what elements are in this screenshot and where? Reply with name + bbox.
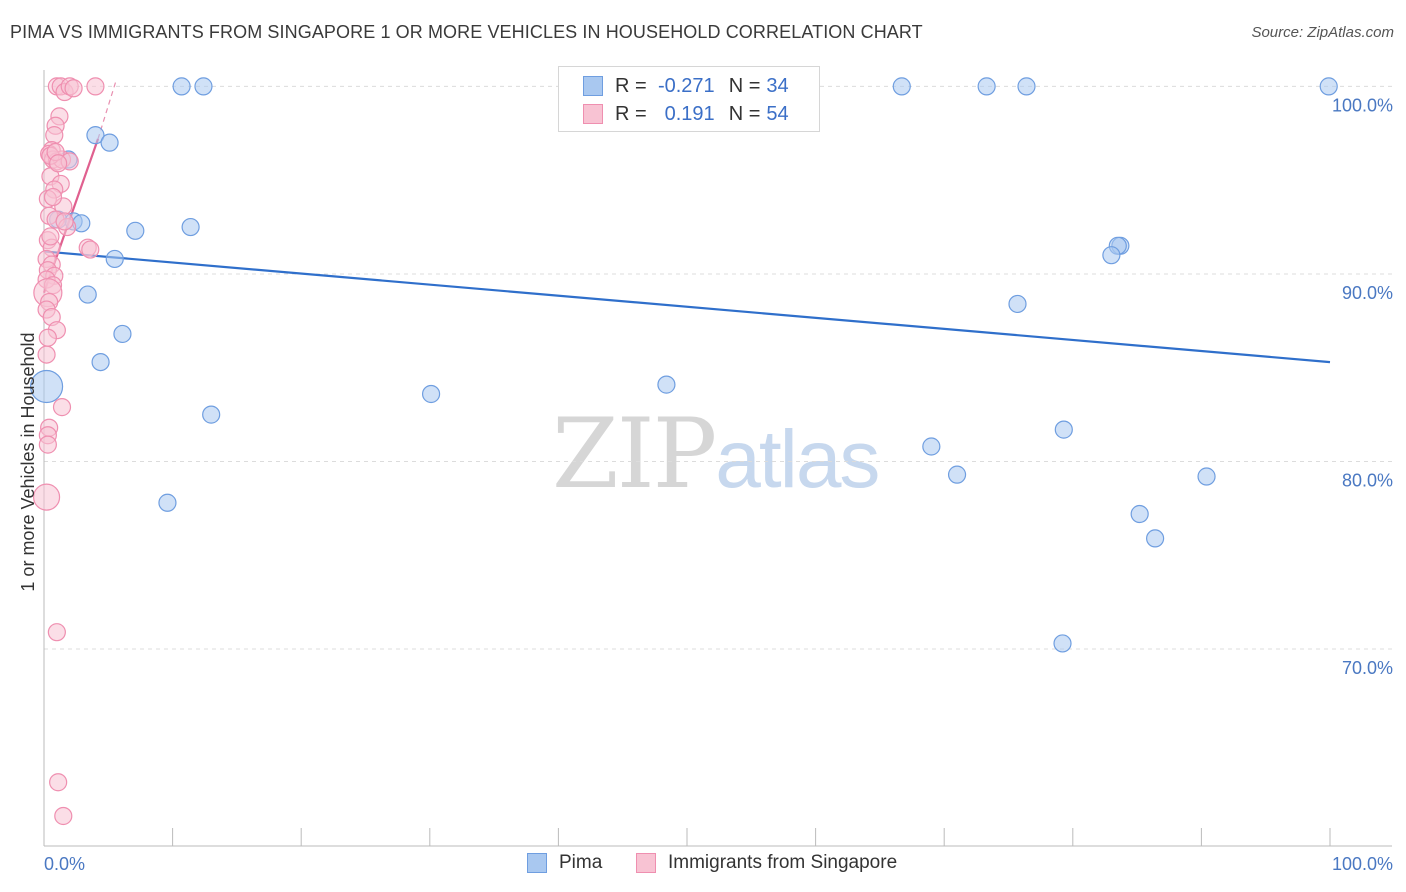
singapore-point <box>38 435 57 454</box>
pima-point <box>657 375 676 394</box>
pima-point <box>91 352 110 372</box>
y-tick-label: 70.0% <box>1342 658 1393 678</box>
pima-point <box>126 221 145 240</box>
axes <box>43 70 1392 847</box>
watermark-atlas: atlas <box>715 414 880 505</box>
y-axis-label: 1 or more Vehicles in Household <box>18 332 38 591</box>
singapore-point <box>38 328 57 347</box>
singapore-point <box>49 773 68 792</box>
axis-labels: 100.0% 90.0% 80.0% 70.0% 0.0% 100.0% 1 or more… <box>18 95 1393 874</box>
x-tick-label-min: 0.0% <box>44 854 85 874</box>
watermark-zip: ZIP <box>552 398 717 510</box>
pima-point <box>181 217 200 237</box>
y-tick-label: 100.0% <box>1332 95 1393 115</box>
pima-point <box>421 384 441 404</box>
legend-r-label: R = <box>615 74 647 97</box>
y-tick-label: 80.0% <box>1342 471 1393 491</box>
pima-point <box>1102 246 1121 265</box>
pima-point <box>158 493 177 512</box>
pima-legend-swatch <box>527 853 547 873</box>
source-label: Source: ZipAtlas.com <box>1251 24 1394 41</box>
legend-row-pima: R = -0.271 N = 34 <box>583 73 789 99</box>
pima-point <box>892 77 911 96</box>
watermark: ZIPatlas <box>552 398 880 510</box>
singapore-point <box>64 79 83 98</box>
pima-point <box>1053 634 1072 653</box>
pima-trend-line <box>43 250 1331 364</box>
pima-swatch <box>583 76 603 96</box>
pima-point <box>194 77 213 96</box>
singapore-point <box>52 398 72 417</box>
pima-point <box>29 369 64 404</box>
singapore-point <box>37 345 56 364</box>
pima-point <box>1130 504 1149 524</box>
pima-point <box>977 77 996 96</box>
pima-point <box>1319 77 1338 96</box>
legend-n-label: N = <box>728 102 761 125</box>
legend-n-value: 54 <box>766 102 789 125</box>
singapore-point <box>55 212 74 231</box>
pima-point <box>172 77 191 96</box>
singapore-swatch <box>583 104 603 124</box>
legend-item-singapore: Immigrants from Singapore <box>636 852 897 874</box>
singapore-point <box>54 806 73 826</box>
correlation-legend: R = -0.271 N = 34 R = 0.191 N = 54 <box>558 66 820 132</box>
pima-point <box>1008 294 1027 314</box>
pima-point <box>113 324 132 344</box>
singapore-point <box>41 227 60 246</box>
singapore-point <box>47 623 66 642</box>
gridlines <box>44 85 1392 650</box>
pima-point <box>1054 420 1073 439</box>
legend-r-value: 0.191 <box>664 102 715 125</box>
legend-item-pima: Pima <box>527 852 602 874</box>
legend-row-singapore: R = 0.191 N = 54 <box>583 101 789 127</box>
singapore-point <box>86 77 105 96</box>
singapore-legend-swatch <box>636 853 656 873</box>
pima-point <box>202 405 221 424</box>
singapore-point <box>49 154 68 173</box>
chart-title: PIMA VS IMMIGRANTS FROM SINGAPORE 1 OR M… <box>10 22 923 42</box>
singapore-point <box>45 126 64 145</box>
pima-point <box>1017 77 1036 96</box>
x-tick-label-max: 100.0% <box>1332 854 1393 874</box>
legend-n-label: N = <box>728 74 761 97</box>
pima-point <box>100 133 119 152</box>
singapore-point <box>81 240 100 259</box>
pima-point <box>1197 467 1216 486</box>
singapore-point <box>32 483 61 511</box>
pima-point <box>922 437 941 456</box>
pima-point <box>105 249 124 269</box>
legend-r-value: -0.271 <box>657 74 715 97</box>
pima-point <box>78 285 97 304</box>
singapore-point <box>43 187 63 207</box>
data-points <box>29 77 1338 826</box>
legend-r-label: R = <box>615 102 647 125</box>
y-tick-label: 90.0% <box>1342 283 1393 303</box>
series-legend: Pima Immigrants from Singapore <box>0 852 1406 878</box>
legend-n-value: 34 <box>766 74 789 97</box>
legend-label-singapore: Immigrants from Singapore <box>668 852 898 873</box>
pima-point <box>1146 529 1165 548</box>
pima-point <box>86 126 105 145</box>
pima-point <box>947 465 967 484</box>
legend-label-pima: Pima <box>559 852 603 873</box>
